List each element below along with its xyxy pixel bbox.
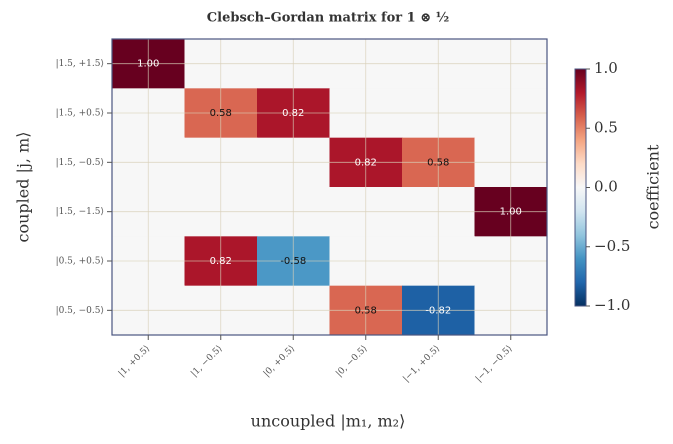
value-label: 1.00 [500, 207, 522, 218]
value-label: 0.58 [210, 108, 232, 119]
y-tick-label: |1.5, −0.5⟩ [56, 158, 104, 168]
y-tick-label: |1.5, +1.5⟩ [56, 59, 104, 69]
value-label: 0.82 [282, 108, 304, 119]
colorbar-tick-label: 0.5 [594, 118, 618, 136]
colorbar-tick-label: −1.0 [594, 296, 630, 314]
plot-frame [111, 38, 548, 336]
value-label: -0.58 [280, 256, 306, 267]
y-tick-label: |0.5, −0.5⟩ [56, 306, 104, 316]
value-label: -0.82 [425, 305, 451, 316]
x-tick-label: |1, +0.5⟩ [117, 344, 152, 379]
value-label: 0.58 [427, 157, 449, 168]
colorbar-label: coefficient [644, 144, 663, 229]
y-tick-label: |1.5, −1.5⟩ [56, 207, 104, 217]
y-tick-label: |1.5, +0.5⟩ [56, 109, 104, 119]
x-tick-label: |−1, +0.5⟩ [402, 344, 443, 385]
y-axis-label: coupled |j, m⟩ [14, 132, 33, 243]
x-tick-label: |1, −0.5⟩ [189, 344, 224, 379]
colorbar-tick-label: 1.0 [594, 59, 618, 77]
value-label: 0.82 [355, 157, 377, 168]
value-label: 0.58 [355, 305, 377, 316]
value-label: 1.00 [137, 59, 159, 70]
x-axis-label: uncoupled |m₁, m₂⟩ [251, 412, 406, 431]
value-label: 0.82 [210, 256, 232, 267]
colorbar-tick-label: −0.5 [594, 237, 630, 255]
x-tick-label: |−1, −0.5⟩ [474, 344, 515, 385]
colorbar [574, 68, 587, 307]
y-tick-label: |0.5, +0.5⟩ [56, 257, 104, 267]
colorbar-tick-label: 0.0 [594, 178, 618, 196]
x-tick-label: |0, +0.5⟩ [262, 344, 297, 379]
chart-title: Clebsch–Gordan matrix for 1 ⊗ ½ [207, 11, 449, 26]
x-tick-label: |0, −0.5⟩ [334, 344, 369, 379]
